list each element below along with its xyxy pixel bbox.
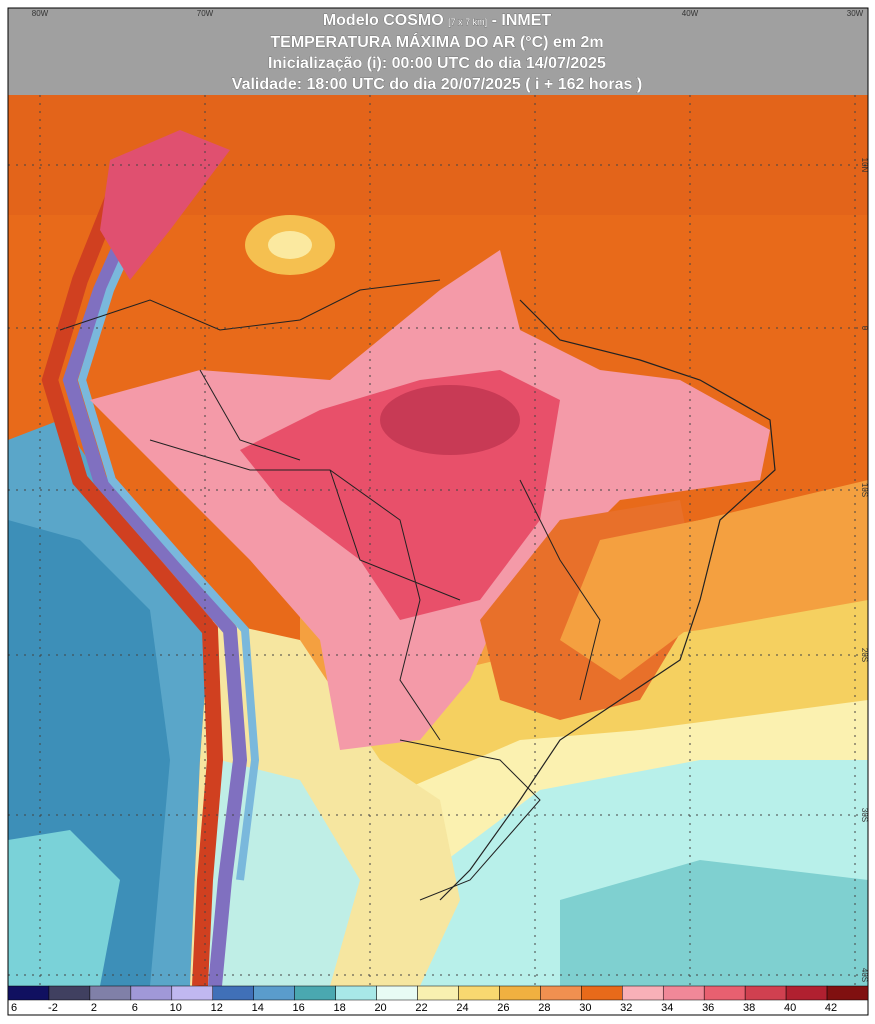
colorbar-label: 42 [825,1002,837,1014]
hot-core [380,385,520,455]
colorbar: 6 -2 2 6 10 12 14 16 18 20 22 24 26 28 30 32 34 36 38 40 42 [7,985,869,1014]
colorbar-label: 28 [538,1002,550,1014]
colorbar-box [662,985,705,1001]
colorbar-box [703,985,746,1001]
guiana-pale [268,231,312,259]
map-area [8,8,868,986]
colorbar-box [376,985,418,1001]
graticule: 80W 70W 40W 30W 10N 0 10S 20S 30S 40S [8,9,869,985]
colorbar-label: 26 [497,1002,509,1014]
colorbar-label: -2 [48,1002,58,1014]
colorbar-label: 16 [293,1002,305,1014]
borders [59,279,601,901]
colorbar-box [335,985,377,1001]
longitude-label: 80W [32,9,49,18]
colorbar-label: 24 [456,1002,468,1014]
colorbar-label: 10 [170,1002,182,1014]
colorbar-label: 2 [91,1002,97,1014]
colorbar-box [458,985,500,1001]
colorbar-box [212,985,254,1001]
colorbar-box [581,985,623,1001]
atlantic-teal [560,860,868,986]
model: Modelo COSMO [323,12,444,29]
colorbar-label: 36 [702,1002,714,1014]
latitude-label: 10N [860,158,869,173]
colorbar-box [253,985,295,1001]
colorbar-label: 40 [784,1002,796,1014]
longitude-label: 70W [197,9,214,18]
colorbar-box [540,985,582,1001]
latitude-label: 20S [860,648,869,662]
colorbar-box [744,985,787,1001]
colorbar-label: 6 [132,1002,138,1014]
colorbar-box [294,985,336,1001]
patagonia [200,760,360,986]
colorbar-label: 6 [11,1002,17,1014]
latitude-label: 0 [860,326,869,331]
colorbar-box [7,985,50,1001]
latitude-label: 40S [860,968,869,982]
variable: TEMPERATURA MÁXIMA DO AR (°C) em 2m [270,32,603,51]
colorbar-box [171,985,214,1001]
colorbar-label: 20 [374,1002,386,1014]
longitude-label: 30W [847,9,864,18]
header-band [8,8,868,95]
colorbar-box [499,985,541,1001]
colombia-red [100,130,230,280]
colorbar-box [48,985,91,1001]
longitude-label: 40W [682,9,699,18]
colorbar-box [417,985,459,1001]
latitude-label: 10S [860,483,869,497]
title-line: Modelo COSMO [7 x 7 km] - INMET [323,12,552,29]
colorbar-label: 32 [620,1002,632,1014]
colorbar-label: 30 [579,1002,591,1014]
colorbar-box [622,985,664,1001]
colorbar-box [826,985,869,1001]
pacific-light [8,830,120,986]
colorbar-box [130,985,173,1001]
colorbar-box [785,985,828,1001]
coastline [439,299,776,901]
validity: Validade: 18:00 UTC do dia 20/07/2025 ( … [232,76,642,93]
header: Modelo COSMO [7 x 7 km] - INMET TEMPERAT… [231,12,642,94]
latitude-label: 30S [860,808,869,822]
colorbar-label: 34 [661,1002,673,1014]
initialization: Inicialização (i): 00:00 UTC do dia 14/0… [268,55,606,72]
resolution: [7 x 7 km] [448,17,487,27]
andes-east [77,198,260,881]
colorbar-label: 12 [211,1002,223,1014]
colorbar-label: 22 [415,1002,427,1014]
institute: - INMET [492,12,552,29]
colorbar-label: 18 [333,1002,345,1014]
colorbar-box [89,985,132,1001]
andes-west [41,177,224,986]
colorbar-label: 14 [252,1002,264,1014]
colorbar-label: 38 [743,1002,755,1014]
frame [7,7,869,1016]
